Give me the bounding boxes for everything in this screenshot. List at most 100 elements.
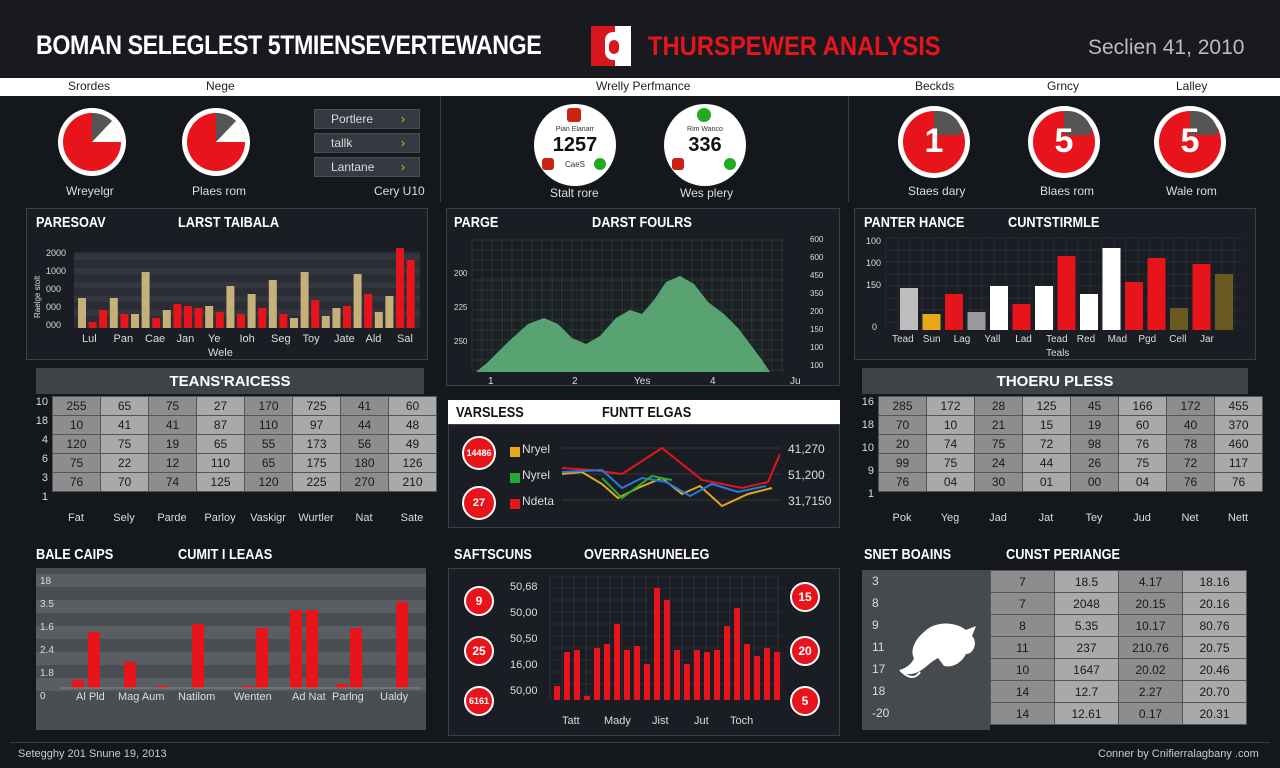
tick-label: 0 xyxy=(40,691,46,702)
table-cell: 11 xyxy=(990,636,1055,659)
tick-label: 450 xyxy=(810,271,824,280)
legend-label: Nryel xyxy=(522,442,551,456)
table-row: 7 2048 20.15 20.16 xyxy=(990,592,1247,615)
series-line-nyrel xyxy=(601,474,673,500)
table-cell: 1647 xyxy=(1054,658,1119,681)
bar xyxy=(764,648,770,700)
data-table-snet: 7 18.5 4.17 18.16 7 2048 20.15 20.16 8 5.35 10.17 8… xyxy=(990,570,1247,725)
table-cell: 26 xyxy=(1070,453,1119,473)
bar xyxy=(644,664,650,700)
nav-button-tallk[interactable]: tallk › xyxy=(314,133,420,153)
tick-label: Toch xyxy=(730,715,753,727)
metric-badge: 5 xyxy=(790,686,820,716)
table-cell: 72 xyxy=(1166,453,1215,473)
table-cell: 7 xyxy=(990,570,1055,593)
chevron-right-icon: › xyxy=(401,112,405,126)
nav-button-lantane[interactable]: Lantane › xyxy=(314,157,420,177)
bar xyxy=(945,294,963,330)
bar xyxy=(774,652,780,700)
tick-label: 50,50 xyxy=(510,633,538,645)
table-cell: 120 xyxy=(244,472,293,492)
table-row: 70 10 21 15 19 60 40 370 xyxy=(878,415,1263,435)
bar xyxy=(290,318,298,328)
grid-band xyxy=(74,282,420,288)
tick-label: 100 xyxy=(810,361,824,370)
tick-label: Mady xyxy=(604,715,631,727)
column-label: Nett xyxy=(1227,512,1249,524)
tick-label: 4 xyxy=(710,376,716,384)
table-row: 75 22 12 110 65 175 180 126 xyxy=(52,453,437,473)
kpi-circle-2: 5 xyxy=(1028,106,1100,178)
table-row: 99 75 24 44 26 75 72 117 xyxy=(878,453,1263,473)
table-cell: 27 xyxy=(196,396,245,416)
bar xyxy=(1057,256,1076,330)
bar xyxy=(242,686,254,688)
legend-label: Ndeta xyxy=(522,494,555,508)
table-cell: 80.76 xyxy=(1182,614,1247,637)
bar xyxy=(900,288,918,330)
bar xyxy=(124,662,136,688)
table-cell: 20.16 xyxy=(1182,592,1247,615)
column-label: Sate xyxy=(400,512,424,524)
grid-band xyxy=(36,600,426,613)
section-label-bar xyxy=(0,78,1280,96)
tick-label: Cell xyxy=(1169,334,1186,345)
table-cell: 237 xyxy=(1054,636,1119,659)
bar xyxy=(574,650,580,700)
bar xyxy=(1125,282,1143,330)
table-cell: 166 xyxy=(1118,396,1167,416)
bar xyxy=(332,308,341,328)
metric-badge: 9 xyxy=(464,586,494,616)
tick-label: Wenten xyxy=(234,691,272,703)
tick-label: 225 xyxy=(454,303,468,312)
kpi-label-wes: Wes plery xyxy=(680,186,734,200)
panel-subtitle: CUNST PERIANGE xyxy=(1006,546,1121,563)
table-cell: 76 xyxy=(1166,472,1215,492)
tick-label: Seg xyxy=(271,333,291,345)
analysis-title: THURSPEWER ANALYSIS xyxy=(648,31,941,61)
bar-chart-paresoav: 2000 1000 000 000 000 Raelge stolt Lul Pan Cae Ja… xyxy=(33,248,420,358)
bar xyxy=(194,308,203,328)
table-cell: 175 xyxy=(292,453,341,473)
kpi-label-1: Staes dary xyxy=(908,184,966,198)
tick-label: 200 xyxy=(810,307,824,316)
column-label: Yeg xyxy=(940,512,960,524)
tick-label: Jate xyxy=(334,333,355,345)
table-row: 20 74 75 72 98 76 78 460 xyxy=(878,434,1263,454)
bar xyxy=(374,312,383,328)
bar xyxy=(109,298,118,328)
tick-label: Yes xyxy=(634,376,650,384)
table-cell: 10 xyxy=(52,415,101,435)
table-cell: 99 xyxy=(878,453,927,473)
table-row: 120 75 19 65 55 173 56 49 xyxy=(52,434,437,454)
series-line-ndeta xyxy=(562,446,780,490)
column-label: Net xyxy=(1181,512,1199,524)
table-cell: 65 xyxy=(244,453,293,473)
nav-button-portlere[interactable]: Portlere › xyxy=(314,109,420,129)
tick-label: 18 xyxy=(40,576,52,587)
area-series xyxy=(476,276,770,372)
table-cell: 04 xyxy=(926,472,975,492)
metric-badge: 15 xyxy=(790,582,820,612)
column-label: Parde xyxy=(157,512,187,524)
brand-logo-icon xyxy=(591,26,631,66)
row-label: 9 xyxy=(867,465,874,477)
bar xyxy=(258,308,267,328)
table-cell: 285 xyxy=(878,396,927,416)
nav-button-label: Portlere xyxy=(331,112,374,126)
panel-title: PANTER HANCE xyxy=(864,214,965,231)
tick-label: Red xyxy=(1077,334,1095,345)
panel-subtitle: FUNTT ELGAS xyxy=(602,404,692,421)
tick-label: Natilom xyxy=(178,691,215,703)
table-cell: 00 xyxy=(1070,472,1119,492)
metric-badge: 25 xyxy=(464,636,494,666)
tick-label: Jut xyxy=(694,715,709,727)
tick-label: 1.6 xyxy=(40,622,54,633)
table-row: 76 70 74 125 120 225 270 210 xyxy=(52,472,437,492)
row-label: 18 xyxy=(872,684,886,698)
bar xyxy=(156,686,168,688)
table-cell: 12.7 xyxy=(1054,680,1119,703)
bar xyxy=(704,652,710,700)
bar xyxy=(321,316,330,328)
legend-label: Nyrel xyxy=(522,468,551,482)
